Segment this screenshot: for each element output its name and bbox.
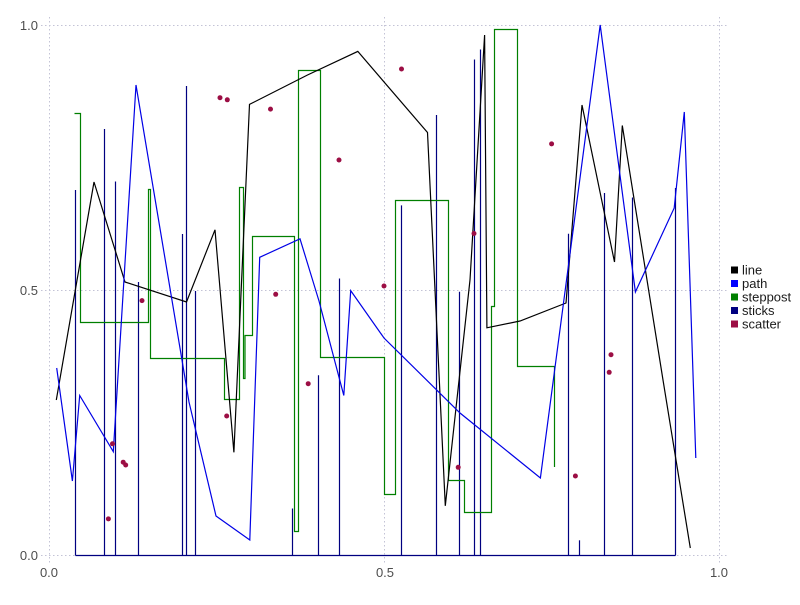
svg-text:1.0: 1.0: [20, 18, 38, 33]
svg-text:scatter: scatter: [742, 317, 782, 332]
svg-text:path: path: [742, 276, 767, 291]
svg-text:steppost: steppost: [742, 290, 792, 305]
svg-text:line: line: [742, 263, 762, 278]
svg-text:sticks: sticks: [742, 303, 775, 318]
svg-text:0.0: 0.0: [20, 548, 38, 563]
svg-text:0.5: 0.5: [20, 283, 38, 298]
svg-text:1.0: 1.0: [710, 565, 728, 580]
svg-text:0.0: 0.0: [40, 565, 58, 580]
svg-text:0.5: 0.5: [376, 565, 394, 580]
